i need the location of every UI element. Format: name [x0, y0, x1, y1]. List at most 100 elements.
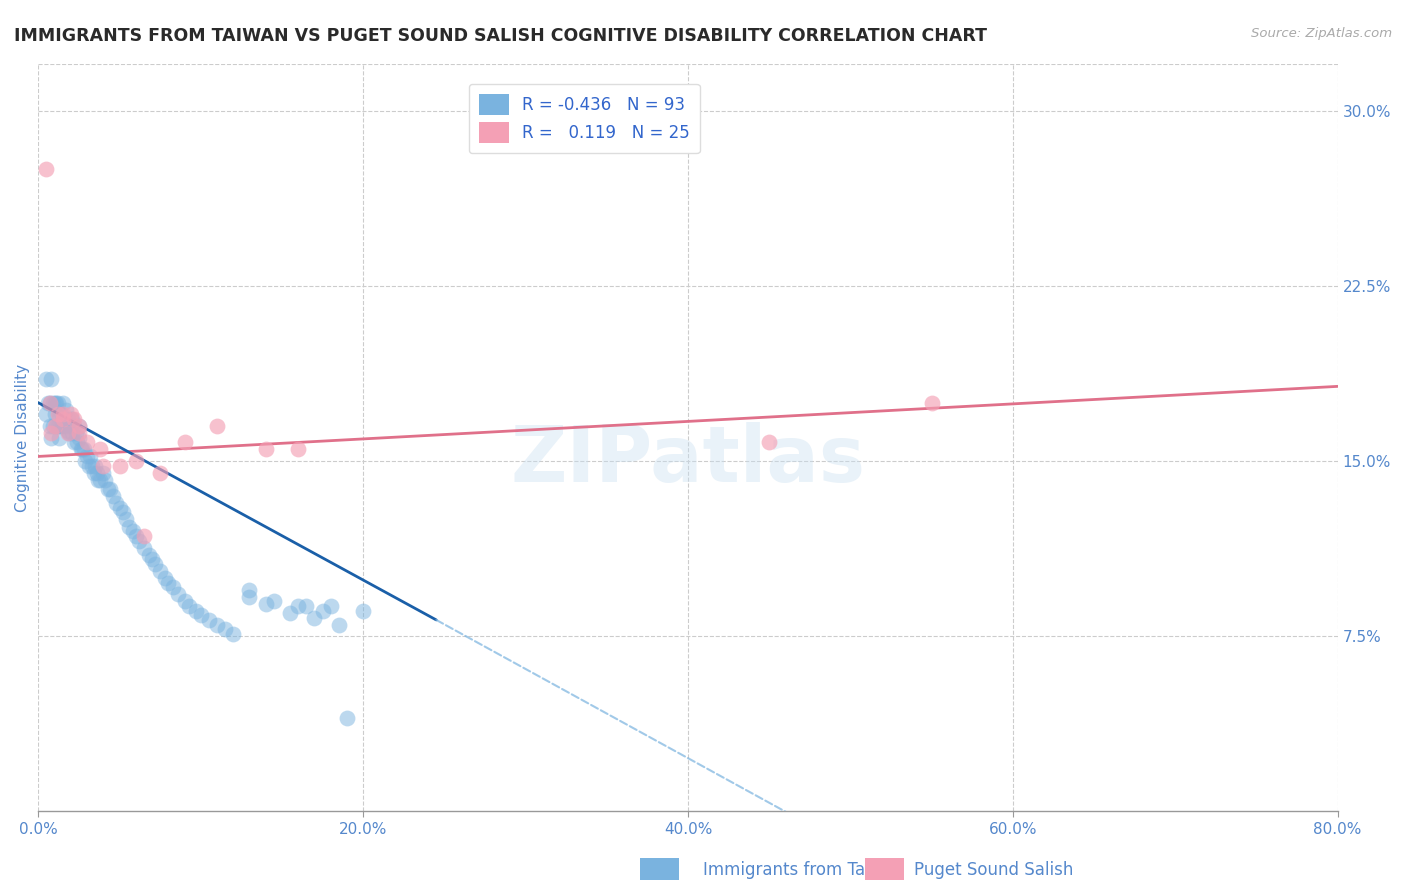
Point [149, 466, 172, 480]
Point [63, 435, 86, 450]
Point [108, 500, 131, 515]
Point [238, 590, 260, 604]
Point [63, 419, 86, 434]
Point [86, 466, 108, 480]
Point [49, 408, 72, 422]
Point [190, 608, 212, 623]
Point [35, 408, 58, 422]
Point [69, 442, 91, 457]
Point [149, 564, 172, 578]
Point [254, 597, 277, 611]
Point [91, 466, 114, 480]
Point [55, 402, 77, 417]
Point [59, 412, 82, 426]
Point [35, 372, 58, 386]
Point [38, 395, 60, 409]
Text: ZIPatlas: ZIPatlas [510, 422, 866, 498]
Point [56, 412, 79, 426]
Point [41, 372, 63, 386]
Point [52, 412, 75, 426]
Point [80, 458, 103, 473]
Point [56, 424, 79, 438]
Point [125, 454, 148, 468]
Point [162, 580, 184, 594]
Point [198, 613, 221, 627]
Point [153, 571, 176, 585]
Point [254, 442, 277, 457]
Point [67, 419, 90, 434]
Point [77, 458, 100, 473]
Point [37, 395, 59, 409]
Point [157, 575, 180, 590]
Point [76, 435, 98, 450]
Point [108, 458, 131, 473]
Point [295, 599, 318, 613]
Point [115, 512, 138, 526]
Point [45, 419, 67, 434]
Point [63, 412, 86, 426]
Point [138, 548, 160, 562]
Point [44, 395, 66, 409]
Point [205, 617, 228, 632]
Point [59, 419, 82, 434]
Point [41, 426, 63, 441]
Point [76, 450, 98, 464]
Point [46, 395, 69, 409]
Point [336, 711, 359, 725]
Point [328, 617, 350, 632]
Point [49, 419, 72, 434]
Point [58, 426, 80, 441]
Point [179, 599, 201, 613]
Point [48, 431, 70, 445]
Point [98, 482, 121, 496]
Point [35, 162, 58, 177]
Point [121, 524, 143, 538]
Point [263, 594, 285, 608]
Text: Immigrants from Taiwan: Immigrants from Taiwan [703, 861, 904, 879]
Point [921, 395, 943, 409]
Point [83, 466, 105, 480]
Point [97, 482, 120, 496]
Point [132, 529, 155, 543]
Point [41, 431, 63, 445]
Point [278, 606, 301, 620]
Point [56, 426, 79, 441]
Point [184, 604, 207, 618]
Point [62, 426, 84, 441]
Point [128, 533, 150, 548]
Point [111, 506, 134, 520]
Point [173, 435, 195, 450]
Point [105, 496, 128, 510]
Point [89, 442, 111, 457]
Point [222, 627, 245, 641]
Point [132, 541, 155, 555]
Point [52, 419, 75, 434]
Point [38, 419, 60, 434]
Point [125, 529, 148, 543]
Point [214, 622, 236, 636]
Point [46, 408, 69, 422]
Point [46, 419, 69, 434]
Point [94, 473, 117, 487]
Point [44, 408, 66, 422]
Point [311, 604, 333, 618]
Point [38, 395, 60, 409]
Point [167, 587, 190, 601]
Point [75, 454, 97, 468]
Y-axis label: Cognitive Disability: Cognitive Disability [15, 364, 30, 512]
Point [101, 489, 124, 503]
Point [84, 458, 107, 473]
Point [67, 431, 90, 445]
Point [758, 435, 780, 450]
Point [55, 419, 77, 434]
Point [141, 552, 163, 566]
Point [352, 604, 374, 618]
Point [304, 610, 326, 624]
Legend: R = -0.436   N = 93, R =   0.119   N = 25: R = -0.436 N = 93, R = 0.119 N = 25 [468, 84, 700, 153]
Point [42, 419, 65, 434]
Point [67, 426, 90, 441]
Point [70, 442, 93, 457]
Text: Puget Sound Salish: Puget Sound Salish [914, 861, 1073, 879]
Point [319, 599, 342, 613]
Point [53, 412, 76, 426]
